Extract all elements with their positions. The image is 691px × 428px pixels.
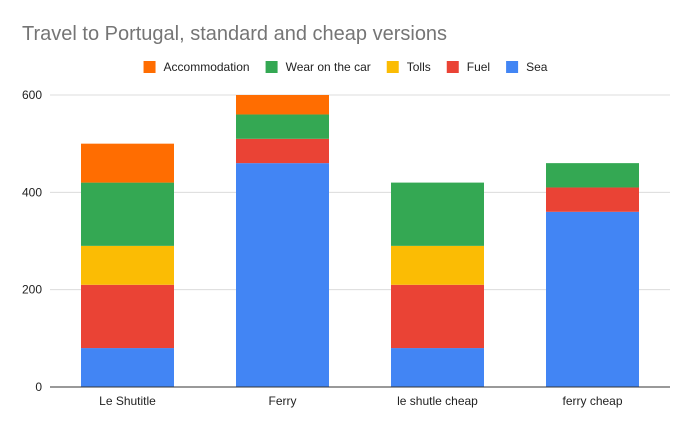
legend-swatch-wear-on-the-car	[265, 61, 278, 73]
legend-swatch-sea	[506, 61, 519, 73]
x-axis: Le Shutitle Ferry le shutle cheap ferry che…	[50, 386, 670, 408]
y-tick-label: 0	[35, 380, 42, 394]
bar-sea-le-shutle-cheap	[391, 348, 484, 387]
legend: Accommodation Wear on the car Tolls Fuel Sea	[143, 60, 548, 74]
bar-fuel-ferry-cheap	[546, 187, 639, 212]
bar-sea-ferry	[236, 163, 329, 387]
bar-sea-le-shutitle	[81, 348, 174, 387]
bar-fuel-le-shutitle	[81, 284, 174, 349]
bar-wear-on-the-car-ferry	[236, 114, 329, 139]
x-tick-label: Ferry	[269, 394, 297, 408]
y-tick-label: 200	[22, 283, 42, 297]
legend-label-fuel: Fuel	[467, 60, 490, 74]
x-tick-label: Le Shutitle	[99, 394, 156, 408]
y-tick-label: 400	[22, 185, 42, 199]
y-tick-label: 600	[22, 88, 42, 102]
bar-wear-on-the-car-ferry-cheap	[546, 163, 639, 188]
x-tick-label: le shutle cheap	[397, 394, 478, 408]
bar-tolls-le-shutle-cheap	[391, 245, 484, 285]
bar-tolls-le-shutitle	[81, 245, 174, 285]
legend-label-tolls: Tolls	[407, 60, 431, 74]
bar-accommodation-ferry	[236, 95, 329, 115]
x-tick-label: ferry cheap	[562, 394, 622, 408]
bar-wear-on-the-car-le-shutle-cheap	[391, 182, 484, 246]
bar-accommodation-le-shutitle	[81, 143, 174, 183]
bar-sea-ferry-cheap	[546, 211, 639, 387]
bar-wear-on-the-car-le-shutitle	[81, 182, 174, 246]
y-axis: 0 200 400 600	[22, 88, 42, 394]
legend-label-accommodation: Accommodation	[164, 60, 250, 74]
legend-swatch-accommodation	[143, 61, 156, 73]
chart-title: Travel to Portugal, standard and cheap v…	[22, 23, 447, 45]
legend-label-wear-on-the-car: Wear on the car	[286, 60, 371, 74]
bar-fuel-ferry	[236, 138, 329, 164]
bar-fuel-le-shutle-cheap	[391, 284, 484, 349]
legend-label-sea: Sea	[526, 60, 548, 74]
legend-swatch-fuel	[446, 61, 459, 73]
legend-swatch-tolls	[386, 61, 399, 73]
bars	[81, 95, 639, 387]
